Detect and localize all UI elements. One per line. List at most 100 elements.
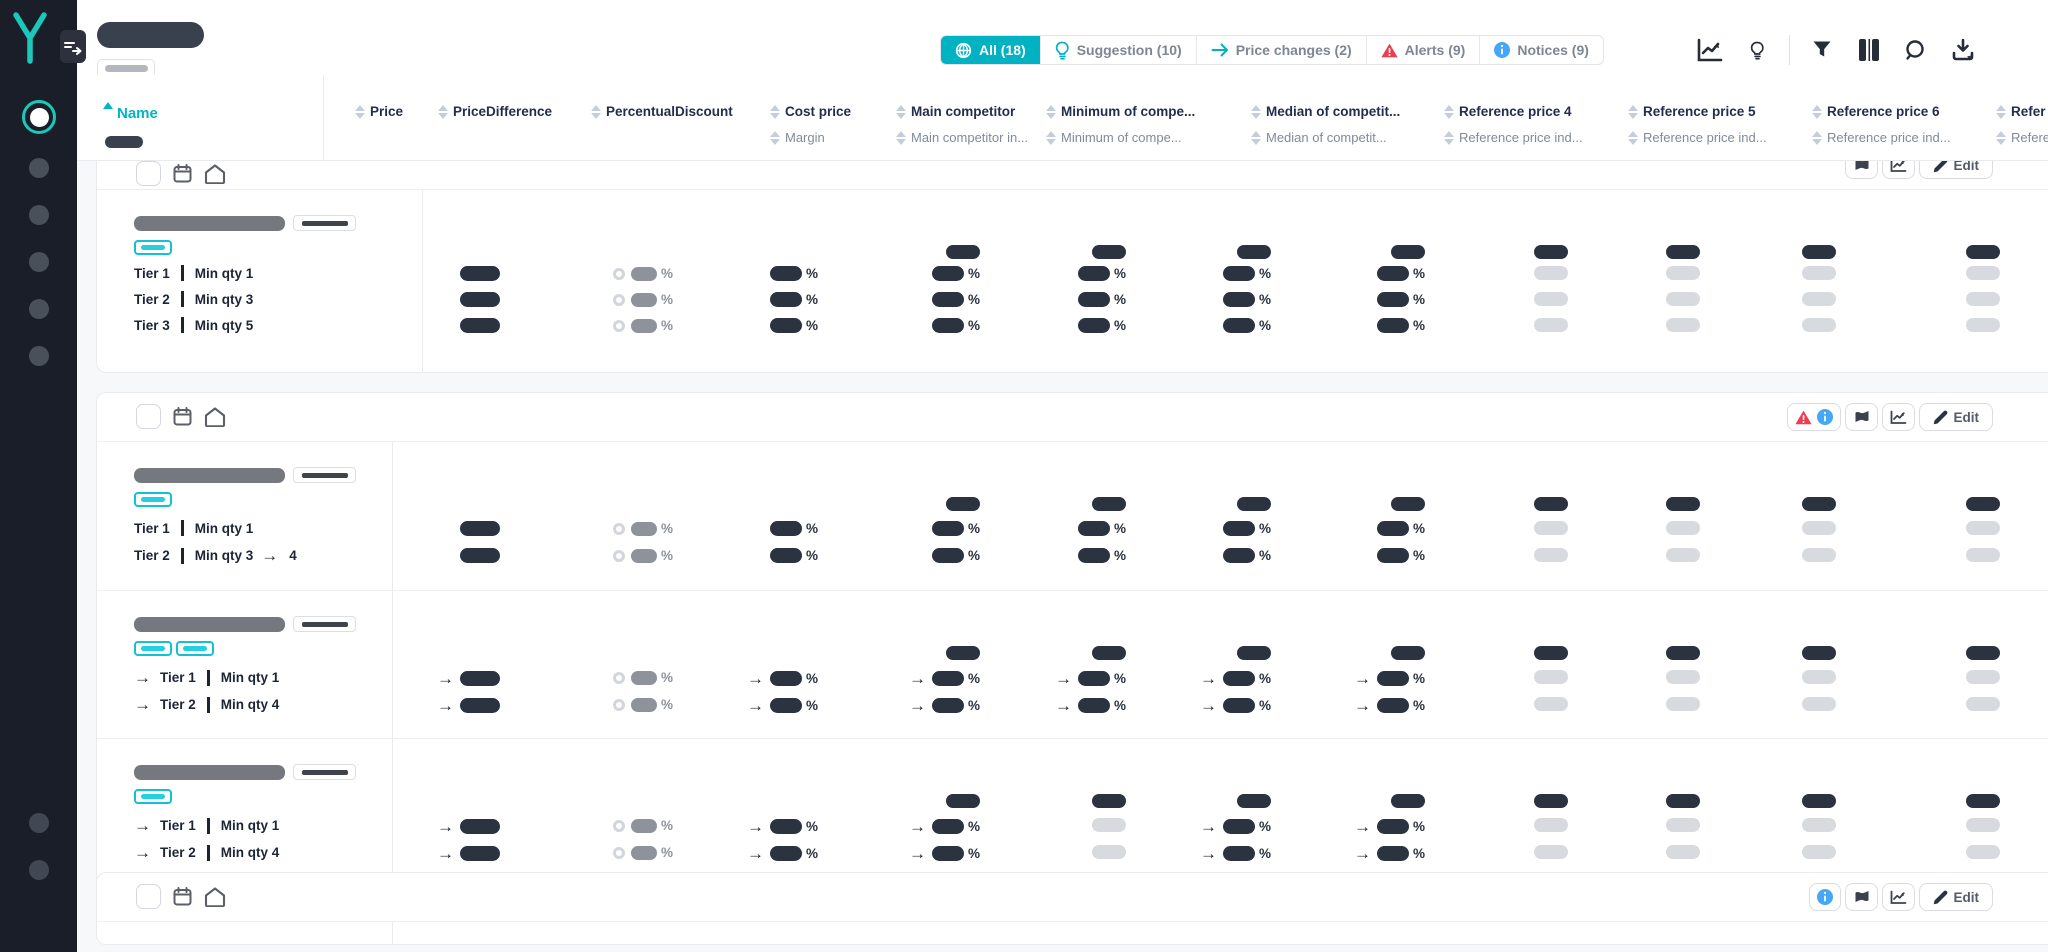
sort-icon[interactable] <box>1996 104 2006 119</box>
diff-value-pill <box>630 697 657 712</box>
tier-separator <box>206 817 210 834</box>
filter-icon[interactable] <box>1807 35 1837 65</box>
sort-icon[interactable] <box>896 130 906 145</box>
columns-icon[interactable] <box>1854 35 1884 65</box>
column-subheader-9[interactable]: Reference price ind... <box>1628 130 1767 145</box>
current-value-cell <box>946 794 980 808</box>
column-header-8[interactable]: Reference price 4 <box>1444 104 1572 119</box>
chart-button[interactable] <box>1881 403 1915 431</box>
sidebar-item-2[interactable] <box>29 205 49 225</box>
name-column-header[interactable]: Name <box>0 75 324 160</box>
edit-button[interactable]: Edit <box>1918 403 1993 431</box>
row-checkbox[interactable] <box>136 161 161 186</box>
sort-icon[interactable] <box>1046 130 1056 145</box>
column-subheader-4[interactable]: Margin <box>770 130 825 145</box>
inactive-value-pill <box>1666 292 1700 306</box>
sort-icon[interactable] <box>1046 104 1056 119</box>
edit-button[interactable]: Edit <box>1918 883 1993 911</box>
sort-icon[interactable] <box>438 104 448 119</box>
data-cell <box>1666 266 1700 280</box>
sort-icon[interactable] <box>1251 104 1261 119</box>
inactive-value-pill <box>1534 521 1568 535</box>
sort-icon[interactable] <box>896 104 906 119</box>
column-subheader-6[interactable]: Minimum of compe... <box>1046 130 1182 145</box>
current-value-pill <box>1802 646 1836 660</box>
flag-button[interactable] <box>1844 883 1878 911</box>
sort-icon[interactable] <box>1251 130 1261 145</box>
change-arrow-icon: → <box>908 844 926 863</box>
sidebar-item-3[interactable] <box>29 252 49 272</box>
value-pill <box>931 266 964 281</box>
flag-button[interactable] <box>1844 403 1878 431</box>
column-subheader-8[interactable]: Reference price ind... <box>1444 130 1583 145</box>
percent-sign: % <box>1258 266 1271 281</box>
sidebar-item-4[interactable] <box>29 299 49 319</box>
column-header-5[interactable]: Main competitor <box>896 104 1015 119</box>
sidebar-item-active-icon[interactable] <box>22 100 56 134</box>
column-header-3[interactable]: PercentualDiscount <box>591 104 733 119</box>
bulb-icon[interactable] <box>1742 35 1772 65</box>
tab-alerts[interactable]: Alerts (9) <box>1367 36 1481 64</box>
sidebar-item-account[interactable] <box>29 860 49 880</box>
download-icon[interactable] <box>1948 35 1978 65</box>
search-icon[interactable] <box>1901 35 1931 65</box>
column-header-9[interactable]: Reference price 5 <box>1628 104 1756 119</box>
value-pill <box>1376 671 1409 686</box>
column-header-11[interactable]: Refer <box>1996 104 2046 119</box>
sidebar-item-settings[interactable] <box>29 813 49 833</box>
tab-suggestion[interactable]: Suggestion (10) <box>1041 36 1197 64</box>
sort-icon[interactable] <box>770 130 780 145</box>
sort-icon[interactable] <box>1812 130 1822 145</box>
warning-icon <box>1381 43 1398 58</box>
tab-all[interactable]: All (18) <box>941 36 1041 64</box>
percent-sign: % <box>967 266 980 281</box>
column-subheader-10[interactable]: Reference price ind... <box>1812 130 1951 145</box>
column-subheader-5[interactable]: Main competitor in... <box>896 130 1028 145</box>
sort-icon[interactable] <box>1996 130 2006 145</box>
expand-icon <box>64 41 82 55</box>
change-arrow-icon: → <box>746 696 764 715</box>
column-header-6[interactable]: Minimum of compe... <box>1046 104 1195 119</box>
tab-notices[interactable]: Notices (9) <box>1480 36 1603 64</box>
inactive-value-pill <box>1534 845 1568 859</box>
tier-qty-label: Min qty 4 <box>220 845 280 860</box>
column-subheader-11[interactable]: Refere <box>1996 130 2048 145</box>
data-cell: % <box>1222 266 1271 281</box>
sort-icon[interactable] <box>355 104 365 119</box>
sort-icon[interactable] <box>1628 130 1638 145</box>
chart-button[interactable] <box>1881 883 1915 911</box>
change-arrow-icon: → <box>1353 817 1371 836</box>
status-badge-button[interactable] <box>1808 883 1841 911</box>
logo-y-icon <box>11 12 49 69</box>
change-arrow-icon: → <box>437 669 454 688</box>
tab-price-changes[interactable]: Price changes (2) <box>1197 36 1367 64</box>
sidebar-item-1[interactable] <box>29 158 49 178</box>
sidebar-expand-button[interactable] <box>60 30 86 63</box>
sort-icon[interactable] <box>1628 104 1638 119</box>
product-badge <box>134 641 172 656</box>
row-checkbox[interactable] <box>136 884 161 909</box>
sort-icon[interactable] <box>1444 104 1454 119</box>
percent-sign: % <box>805 846 818 861</box>
column-header-7[interactable]: Median of competit... <box>1251 104 1400 119</box>
column-header-10[interactable]: Reference price 6 <box>1812 104 1940 119</box>
data-cell <box>1802 521 1836 535</box>
sort-icon[interactable] <box>770 104 780 119</box>
change-arrow-icon: → <box>134 668 151 687</box>
sort-icon[interactable] <box>1444 130 1454 145</box>
column-header-4[interactable]: Cost price <box>770 104 851 119</box>
sort-icon[interactable] <box>591 104 601 119</box>
tier-qty-label: Min qty 1 <box>220 670 280 685</box>
column-subheader-7[interactable]: Median of competit... <box>1251 130 1387 145</box>
column-header-1[interactable]: Price <box>355 104 403 119</box>
current-value-cell <box>1966 497 2000 511</box>
inactive-value-pill <box>1802 292 1836 306</box>
info-icon <box>1494 42 1511 58</box>
status-badge-button[interactable] <box>1786 403 1841 431</box>
sort-icon[interactable] <box>1812 104 1822 119</box>
row-checkbox[interactable] <box>136 404 161 429</box>
column-header-2[interactable]: PriceDifference <box>438 104 552 119</box>
change-arrow-icon: → <box>1199 844 1217 863</box>
sidebar-item-5[interactable] <box>29 346 49 366</box>
trend-chart-icon[interactable] <box>1695 35 1725 65</box>
